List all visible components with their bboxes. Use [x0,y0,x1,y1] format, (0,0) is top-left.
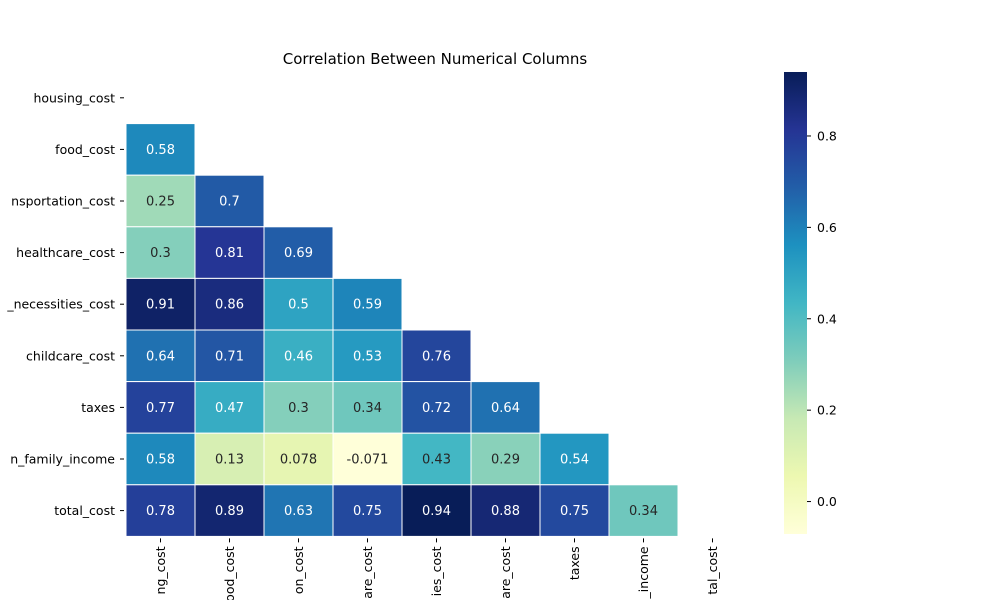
heatmap-cell [125,381,196,434]
x-tick-label: taxes [567,546,582,580]
heatmap-cell [332,329,403,383]
heatmap-cell-label: 0.43 [422,453,451,468]
x-tick-label: ng_cost [153,546,168,594]
heatmap-cell-label: 0.76 [422,349,451,364]
heatmap-cell [470,432,541,486]
heatmap-cell-label: 0.75 [560,504,589,519]
heatmap-cell-label: 0.86 [215,298,244,313]
heatmap-cell [194,277,265,331]
heatmap-cell [470,381,541,434]
heatmap-cell [263,226,334,279]
heatmap-cell [539,484,610,537]
heatmap-cell-label: -0.071 [347,453,389,468]
heatmap-cell-label: 0.72 [422,401,451,416]
heatmap-cell-label: 0.64 [146,349,175,364]
heatmap-cell-label: 0.77 [146,401,175,416]
heatmap-cell-label: 0.25 [146,195,175,210]
heatmap-cells: 0.58 0.25 0.7 0.3 0.81 0.69 0.91 0.86 0.5 0.59 0.6… [125,123,679,537]
colorbar: 0.0 0.2 0.4 0.6 0.8 [784,72,837,534]
y-tick-label: nsportation_cost [11,194,115,209]
heatmap-cell-label: 0.7 [219,195,240,210]
heatmap-cell-label: 0.34 [353,401,382,416]
x-axis-ticks: ng_cost ood_cost on_cost are_cost ies_cost ar… [153,538,720,600]
x-tick-label: ies_cost [429,546,444,596]
heatmap-cell-label: 0.46 [284,349,313,364]
heatmap-cell [194,381,265,434]
y-tick-label: childcare_cost [26,348,115,363]
heatmap-cell-label: 0.63 [284,504,313,519]
heatmap-cell [125,123,196,176]
heatmap-cell [608,484,679,537]
heatmap-cell-label: 0.3 [288,401,309,416]
heatmap-cell-label: 0.13 [215,453,244,468]
colorbar-tick-label: 0.6 [817,220,837,235]
heatmap-cell-label: 0.58 [146,143,175,158]
heatmap-cell-label: 0.29 [491,453,520,468]
heatmap-cell-label: 0.81 [215,246,244,261]
y-tick-label: n_family_income [10,452,115,467]
heatmap-cell [539,432,610,486]
heatmap-cell-label: 0.34 [629,504,658,519]
heatmap-cell-label: 0.94 [422,504,451,519]
heatmap-cell-label: 0.75 [353,504,382,519]
heatmap-cell-label: 0.69 [284,246,313,261]
y-tick-label: total_cost [54,503,115,518]
heatmap-cell [125,432,196,486]
chart-title: Correlation Between Numerical Columns [283,50,588,68]
heatmap-cell-label: 0.89 [215,504,244,519]
heatmap-cell [125,484,196,537]
heatmap-cell-label: 0.53 [353,349,382,364]
heatmap-cell-label: 0.64 [491,401,520,416]
colorbar-tick-label: 0.2 [817,403,837,418]
heatmap-cell [263,381,334,434]
x-tick-label: are_cost [498,546,513,598]
y-tick-label: _necessities_cost [6,297,115,312]
heatmap-cell-label: 0.58 [146,453,175,468]
heatmap-cell [332,277,403,331]
x-tick-label: tal_cost [705,546,720,594]
y-axis-ticks: housing_cost food_cost nsportation_costhea… [6,90,124,518]
y-tick-label: housing_cost [33,90,115,105]
heatmap-cell [263,484,334,537]
y-tick-label: food_cost [55,142,115,157]
x-tick-label: are_cost [360,546,375,598]
heatmap-cell [125,174,196,228]
y-tick-label: healthcare_cost [16,245,115,260]
y-tick-label: taxes [81,400,115,415]
x-tick-label: ood_cost [222,546,237,600]
heatmap-cell-label: 0.54 [560,453,589,468]
heatmap-cell [332,432,403,486]
x-tick-label: on_cost [291,546,306,594]
colorbar-tick-label: 0.8 [817,128,837,143]
heatmap-cell-label: 0.78 [146,504,175,519]
heatmap-cell [194,432,265,486]
x-tick-label: _income [636,546,651,599]
heatmap-cell [194,174,265,228]
heatmap-cell [401,381,472,434]
heatmap-cell-label: 0.47 [215,401,244,416]
heatmap-cell [332,381,403,434]
heatmap-cell [194,329,265,383]
heatmap-cell-label: 0.078 [280,453,317,468]
colorbar-tick-label: 0.4 [817,311,837,326]
heatmap-cell-label: 0.88 [491,504,520,519]
heatmap-cell [470,484,541,537]
colorbar-gradient [784,72,807,534]
heatmap-cell-label: 0.91 [146,298,175,313]
heatmap-cell-label: 0.5 [288,298,309,313]
colorbar-tick-label: 0.0 [817,494,837,509]
heatmap-cell-label: 0.3 [150,246,171,261]
heatmap-cell-label: 0.59 [353,298,382,313]
heatmap-cell-label: 0.71 [215,349,244,364]
